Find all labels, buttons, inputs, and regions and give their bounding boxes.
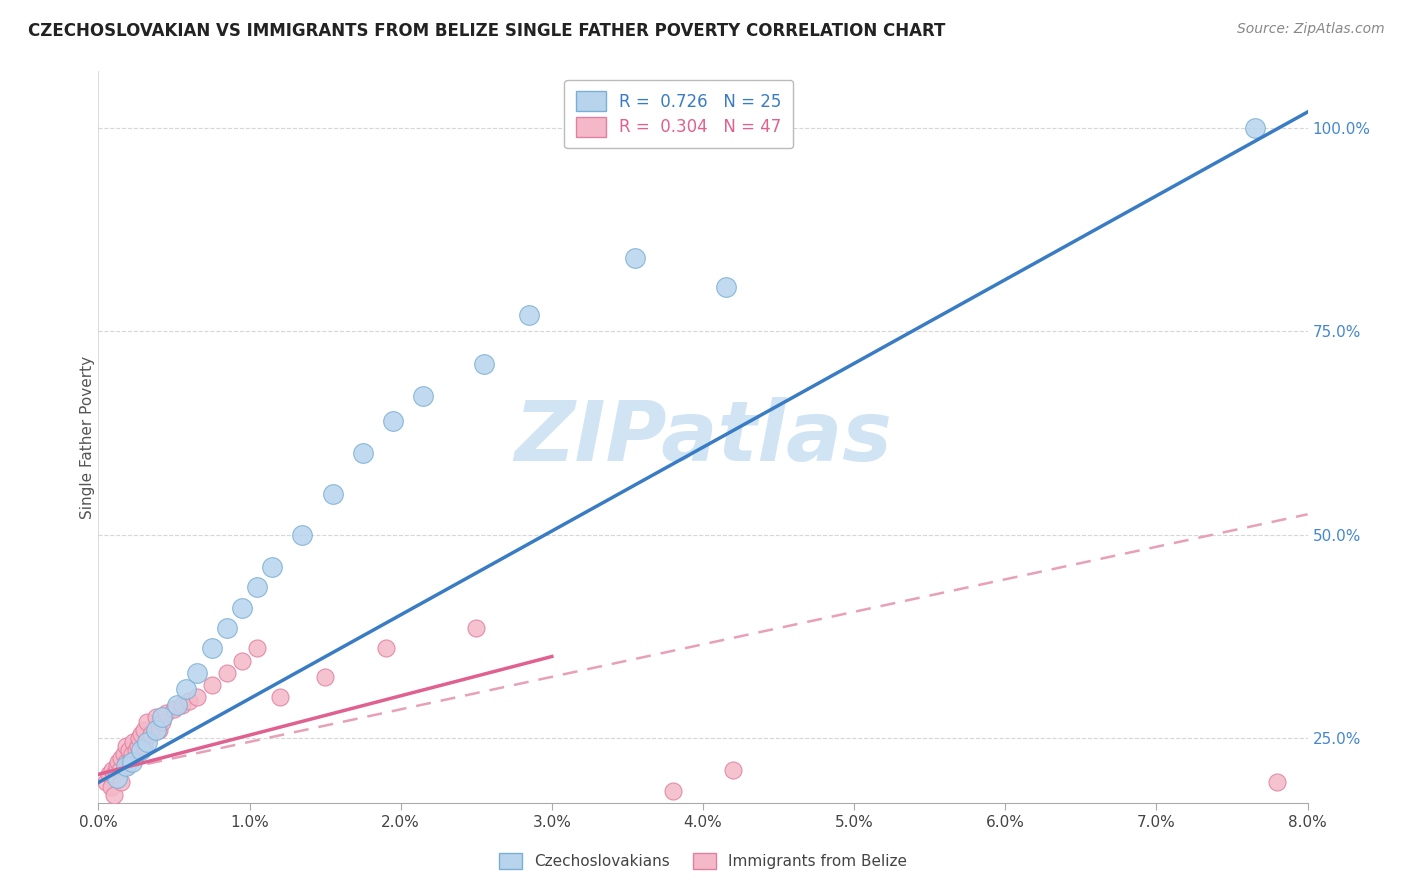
Point bbox=[114, 759, 136, 773]
Text: CZECHOSLOVAKIAN VS IMMIGRANTS FROM BELIZE SINGLE FATHER POVERTY CORRELATION CHAR: CZECHOSLOVAKIAN VS IMMIGRANTS FROM BELIZ… bbox=[28, 22, 945, 40]
Point bbox=[179, 694, 201, 708]
Point bbox=[114, 755, 136, 769]
Point bbox=[472, 357, 495, 371]
Point bbox=[115, 759, 138, 773]
Point bbox=[1243, 121, 1265, 136]
Point bbox=[714, 279, 737, 293]
Point bbox=[107, 755, 129, 769]
Point bbox=[94, 775, 117, 789]
Point bbox=[174, 681, 197, 696]
Point bbox=[352, 446, 374, 460]
Point bbox=[155, 706, 177, 721]
Point bbox=[412, 389, 434, 403]
Point bbox=[118, 755, 141, 769]
Point bbox=[129, 743, 152, 757]
Point bbox=[201, 641, 224, 656]
Point bbox=[105, 759, 128, 773]
Point bbox=[314, 670, 336, 684]
Point bbox=[322, 487, 344, 501]
Point bbox=[215, 621, 238, 635]
Point bbox=[246, 641, 269, 656]
Point bbox=[100, 780, 122, 794]
Point bbox=[145, 723, 167, 737]
Point bbox=[110, 775, 132, 789]
Point bbox=[101, 764, 124, 778]
Point bbox=[124, 751, 146, 765]
Point bbox=[246, 581, 269, 595]
Point bbox=[112, 747, 135, 761]
Point bbox=[105, 772, 128, 786]
Legend: R =  0.726   N = 25, R =  0.304   N = 47: R = 0.726 N = 25, R = 0.304 N = 47 bbox=[564, 79, 793, 148]
Point bbox=[141, 727, 163, 741]
Point bbox=[215, 665, 238, 680]
Point bbox=[186, 665, 208, 680]
Point bbox=[166, 698, 188, 713]
Point bbox=[148, 723, 170, 737]
Point bbox=[382, 414, 405, 428]
Point bbox=[127, 739, 149, 753]
Point bbox=[114, 739, 136, 753]
Point bbox=[135, 714, 157, 729]
Point bbox=[98, 767, 121, 781]
Point bbox=[723, 764, 745, 778]
Y-axis label: Single Father Poverty: Single Father Poverty bbox=[80, 356, 94, 518]
Point bbox=[129, 727, 152, 741]
Point bbox=[118, 743, 141, 757]
Point bbox=[262, 560, 284, 574]
Point bbox=[624, 252, 647, 266]
Point bbox=[121, 755, 143, 769]
Point bbox=[201, 678, 224, 692]
Point bbox=[374, 641, 396, 656]
Point bbox=[108, 764, 131, 778]
Point bbox=[110, 751, 132, 765]
Point bbox=[145, 710, 167, 724]
Legend: Czechoslovakians, Immigrants from Belize: Czechoslovakians, Immigrants from Belize bbox=[494, 847, 912, 875]
Point bbox=[150, 714, 173, 729]
Text: Source: ZipAtlas.com: Source: ZipAtlas.com bbox=[1237, 22, 1385, 37]
Point bbox=[150, 710, 173, 724]
Point bbox=[517, 308, 540, 322]
Point bbox=[170, 698, 193, 713]
Point bbox=[103, 767, 125, 781]
Point bbox=[1267, 775, 1289, 789]
Point bbox=[231, 600, 253, 615]
Point bbox=[103, 788, 125, 802]
Point bbox=[132, 723, 155, 737]
Point bbox=[186, 690, 208, 705]
Point bbox=[465, 621, 488, 635]
Point bbox=[661, 783, 683, 797]
Point bbox=[291, 527, 314, 541]
Text: ZIPatlas: ZIPatlas bbox=[515, 397, 891, 477]
Point bbox=[163, 702, 186, 716]
Point bbox=[132, 739, 155, 753]
Point bbox=[122, 735, 145, 749]
Point bbox=[125, 743, 148, 757]
Point bbox=[121, 747, 143, 761]
Point bbox=[135, 735, 157, 749]
Point bbox=[269, 690, 291, 705]
Point bbox=[128, 731, 150, 745]
Point bbox=[231, 654, 253, 668]
